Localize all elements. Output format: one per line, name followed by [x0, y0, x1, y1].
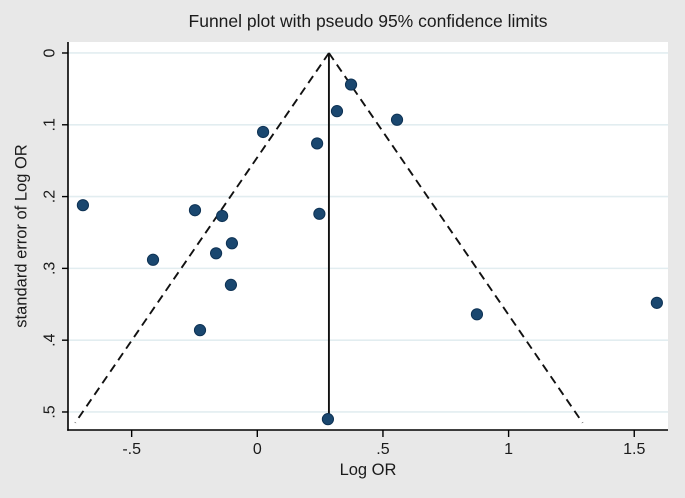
data-point [216, 209, 229, 223]
data-point [225, 237, 239, 250]
data-point [330, 105, 344, 118]
right-funnel-line [328, 52, 584, 424]
y-tick-label: 0 [42, 48, 59, 57]
data-point [209, 247, 223, 260]
data-point [76, 199, 90, 212]
plot-region [68, 42, 668, 430]
data-point [313, 207, 326, 220]
x-tick-label: -.5 [122, 441, 141, 458]
y-tick-label: .5 [42, 405, 59, 418]
data-point [321, 413, 335, 426]
data-point [650, 296, 663, 309]
y-tick-label: .4 [42, 333, 59, 346]
data-point [470, 308, 484, 321]
chart-title: Funnel plot with pseudo 95% confidence l… [188, 11, 548, 31]
data-point [146, 253, 160, 266]
data-point [193, 324, 207, 337]
x-tick-label: .5 [376, 441, 389, 458]
left-funnel-line [74, 52, 330, 424]
data-point [224, 278, 238, 291]
y-tick-label: .2 [42, 190, 59, 203]
x-tick-label: 0 [253, 441, 262, 458]
data-point [256, 125, 270, 139]
x-axis-title: Log OR [339, 461, 397, 479]
data-point [344, 78, 358, 91]
y-tick-label: .3 [42, 262, 59, 275]
data-point [188, 204, 202, 217]
x-tick-label: 1 [504, 441, 513, 458]
y-tick-label: .1 [42, 118, 59, 131]
data-point [311, 137, 324, 150]
x-tick-label: 1.5 [623, 441, 645, 458]
data-point [390, 113, 404, 126]
